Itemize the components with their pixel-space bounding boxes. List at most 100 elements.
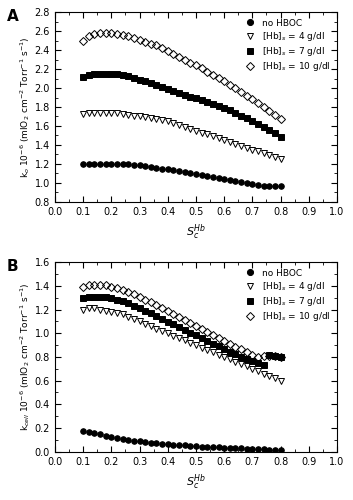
no HBOC (109, 434, 113, 440)
[Hb]$_s$ = 7 g/dl (273, 353, 277, 359)
Line: [Hb]$_s$ = 4 g/dl: [Hb]$_s$ = 4 g/dl (80, 110, 283, 162)
[Hb]$_s$ = 7 g/dl (160, 84, 164, 90)
[Hb]$_s$ = 7 g/dl (279, 134, 283, 140)
[Hb]$_s$ = 4 g/dl (98, 110, 102, 116)
[Hb]$_s$ = 7 g/dl (86, 72, 91, 78)
[Hb]$_s$ = 10 g/dl (177, 314, 181, 320)
[Hb]$_s$ = 10 g/dl (194, 323, 198, 329)
no HBOC (120, 436, 125, 442)
no HBOC (86, 429, 91, 435)
[Hb]$_s$ = 7 g/dl (222, 105, 226, 111)
[Hb]$_s$ = 10 g/dl (103, 282, 108, 288)
[Hb]$_s$ = 7 g/dl (115, 71, 119, 77)
[Hb]$_s$ = 10 g/dl (194, 62, 198, 68)
[Hb]$_s$ = 7 g/dl (103, 294, 108, 300)
[Hb]$_s$ = 7 g/dl (183, 327, 187, 333)
[Hb]$_s$ = 4 g/dl (262, 370, 266, 376)
[Hb]$_s$ = 10 g/dl (92, 282, 96, 288)
[Hb]$_s$ = 10 g/dl (222, 338, 226, 344)
[Hb]$_s$ = 4 g/dl (256, 148, 260, 154)
[Hb]$_s$ = 4 g/dl (166, 118, 170, 124)
[Hb]$_s$ = 10 g/dl (149, 300, 153, 306)
[Hb]$_s$ = 10 g/dl (98, 282, 102, 288)
no HBOC (160, 440, 164, 446)
no HBOC (120, 161, 125, 167)
[Hb]$_s$ = 10 g/dl (132, 35, 136, 41)
[Hb]$_s$ = 7 g/dl (216, 103, 221, 109)
no HBOC (194, 443, 198, 449)
[Hb]$_s$ = 10 g/dl (267, 108, 271, 114)
Y-axis label: k$_{cell}$ 10$^{-6}$ (mlO$_2$ cm$^{-2}$ Torr$^{-1}$ s$^{-1}$): k$_{cell}$ 10$^{-6}$ (mlO$_2$ cm$^{-2}$ … (18, 283, 32, 431)
[Hb]$_s$ = 10 g/dl (256, 100, 260, 106)
[Hb]$_s$ = 4 g/dl (250, 146, 255, 152)
[Hb]$_s$ = 7 g/dl (228, 348, 232, 354)
[Hb]$_s$ = 10 g/dl (115, 285, 119, 291)
[Hb]$_s$ = 7 g/dl (205, 100, 209, 105)
[Hb]$_s$ = 7 g/dl (183, 92, 187, 98)
[Hb]$_s$ = 10 g/dl (166, 48, 170, 54)
[Hb]$_s$ = 10 g/dl (279, 354, 283, 360)
[Hb]$_s$ = 7 g/dl (120, 298, 125, 304)
no HBOC (92, 430, 96, 436)
[Hb]$_s$ = 7 g/dl (194, 332, 198, 338)
[Hb]$_s$ = 4 g/dl (194, 342, 198, 348)
[Hb]$_s$ = 7 g/dl (177, 90, 181, 96)
[Hb]$_s$ = 7 g/dl (233, 110, 238, 116)
no HBOC (126, 161, 130, 167)
[Hb]$_s$ = 4 g/dl (228, 139, 232, 145)
[Hb]$_s$ = 4 g/dl (120, 312, 125, 318)
[Hb]$_s$ = 7 g/dl (109, 71, 113, 77)
[Hb]$_s$ = 4 g/dl (228, 356, 232, 362)
[Hb]$_s$ = 7 g/dl (143, 78, 147, 84)
no HBOC (103, 432, 108, 438)
[Hb]$_s$ = 10 g/dl (160, 46, 164, 52)
[Hb]$_s$ = 7 g/dl (233, 351, 238, 357)
[Hb]$_s$ = 4 g/dl (267, 152, 271, 158)
no HBOC (177, 168, 181, 174)
X-axis label: $S^{Hb}_{c}$: $S^{Hb}_{c}$ (186, 472, 206, 492)
[Hb]$_s$ = 10 g/dl (154, 302, 158, 308)
no HBOC (273, 182, 277, 188)
[Hb]$_s$ = 10 g/dl (92, 31, 96, 37)
[Hb]$_s$ = 10 g/dl (273, 354, 277, 360)
[Hb]$_s$ = 10 g/dl (126, 33, 130, 39)
[Hb]$_s$ = 10 g/dl (81, 284, 85, 290)
[Hb]$_s$ = 4 g/dl (239, 143, 243, 149)
[Hb]$_s$ = 4 g/dl (279, 156, 283, 162)
no HBOC (109, 161, 113, 167)
[Hb]$_s$ = 10 g/dl (177, 54, 181, 60)
no HBOC (183, 442, 187, 448)
[Hb]$_s$ = 7 g/dl (166, 86, 170, 92)
[Hb]$_s$ = 7 g/dl (188, 330, 192, 336)
no HBOC (183, 170, 187, 175)
no HBOC (188, 443, 192, 449)
[Hb]$_s$ = 4 g/dl (143, 321, 147, 327)
[Hb]$_s$ = 10 g/dl (228, 340, 232, 346)
[Hb]$_s$ = 4 g/dl (273, 154, 277, 160)
[Hb]$_s$ = 7 g/dl (115, 297, 119, 303)
[Hb]$_s$ = 10 g/dl (103, 30, 108, 36)
[Hb]$_s$ = 10 g/dl (166, 308, 170, 314)
no HBOC (166, 441, 170, 447)
[Hb]$_s$ = 4 g/dl (126, 112, 130, 117)
[Hb]$_s$ = 4 g/dl (115, 110, 119, 116)
[Hb]$_s$ = 4 g/dl (132, 112, 136, 118)
no HBOC (154, 440, 158, 446)
no HBOC (137, 162, 142, 168)
[Hb]$_s$ = 10 g/dl (188, 60, 192, 66)
no HBOC (250, 180, 255, 186)
[Hb]$_s$ = 7 g/dl (137, 305, 142, 311)
Y-axis label: k$_o$ 10$^{-6}$ (mlO$_2$ cm$^{-2}$ Torr$^{-1}$ s$^{-1}$): k$_o$ 10$^{-6}$ (mlO$_2$ cm$^{-2}$ Torr$… (18, 36, 32, 178)
no HBOC (250, 446, 255, 452)
no HBOC (199, 172, 204, 178)
[Hb]$_s$ = 10 g/dl (120, 32, 125, 38)
[Hb]$_s$ = 10 g/dl (267, 353, 271, 359)
[Hb]$_s$ = 7 g/dl (262, 124, 266, 130)
Line: [Hb]$_s$ = 7 g/dl: [Hb]$_s$ = 7 g/dl (80, 294, 283, 368)
[Hb]$_s$ = 10 g/dl (205, 69, 209, 75)
[Hb]$_s$ = 4 g/dl (262, 150, 266, 156)
[Hb]$_s$ = 10 g/dl (188, 320, 192, 326)
no HBOC (205, 173, 209, 179)
[Hb]$_s$ = 7 g/dl (160, 316, 164, 322)
[Hb]$_s$ = 4 g/dl (149, 116, 153, 121)
